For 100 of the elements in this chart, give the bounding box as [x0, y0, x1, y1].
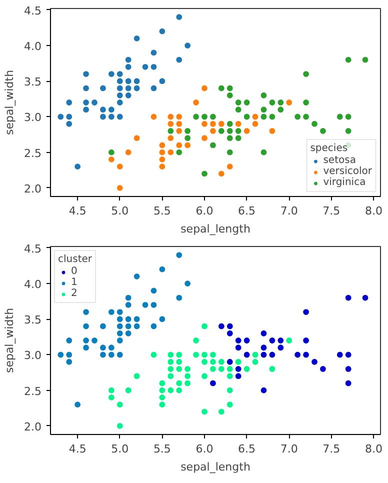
point [82, 308, 90, 316]
point [116, 336, 124, 344]
point [108, 156, 115, 164]
point [344, 127, 352, 135]
point [158, 78, 166, 85]
point [116, 351, 124, 358]
point [286, 336, 293, 344]
point [336, 351, 344, 358]
point [243, 127, 250, 135]
point [260, 344, 268, 352]
point [243, 336, 250, 344]
point [362, 56, 369, 64]
point [116, 308, 124, 316]
point [167, 372, 174, 380]
point [226, 372, 234, 380]
point [260, 386, 268, 394]
point [243, 113, 250, 120]
x-tick-label: 4.5 [68, 204, 86, 218]
point [82, 106, 90, 114]
point [268, 127, 276, 135]
point [116, 70, 124, 78]
point [99, 344, 107, 352]
point [124, 322, 132, 330]
x-axis-title: sepal_length [180, 222, 250, 236]
point [336, 113, 344, 120]
x-tick-label: 6.0 [196, 442, 214, 456]
y-tick-label: 3.5 [24, 76, 42, 89]
point [184, 134, 192, 142]
x-tick-label: 6.0 [196, 204, 214, 218]
point [302, 351, 310, 358]
point [116, 98, 124, 106]
point [218, 322, 225, 330]
point [176, 252, 183, 259]
point [200, 351, 208, 358]
legend-label: setosa [323, 155, 356, 166]
point [344, 294, 352, 302]
x-axis-title: sepal_length [180, 460, 250, 474]
point [158, 142, 166, 149]
point [133, 322, 140, 330]
y-tick-label: 4.5 [24, 4, 42, 18]
point [184, 127, 192, 135]
legend-title: cluster [58, 254, 92, 265]
point [344, 351, 352, 358]
point [124, 301, 132, 308]
point [310, 358, 318, 366]
point [99, 84, 107, 92]
point [167, 148, 174, 156]
point [218, 120, 225, 128]
point [116, 316, 124, 323]
point [200, 322, 208, 330]
point [150, 301, 158, 308]
point [200, 134, 208, 142]
point [108, 351, 115, 358]
point [90, 98, 98, 106]
point [176, 294, 183, 302]
legend-label: virginica [323, 177, 366, 188]
point [200, 408, 208, 416]
point [209, 120, 217, 128]
point [116, 113, 124, 120]
point [252, 113, 259, 120]
point [99, 351, 107, 358]
point [176, 351, 183, 358]
point [176, 127, 183, 135]
point [252, 351, 259, 358]
x-tick-label: 7.5 [322, 204, 340, 218]
x-tick-label: 7.0 [280, 204, 298, 218]
point [344, 56, 352, 64]
y-tick-label: 4.0 [24, 278, 42, 292]
y-tick-label: 3.0 [24, 111, 42, 124]
point [200, 372, 208, 380]
point [108, 386, 115, 394]
point [277, 106, 284, 114]
point [124, 148, 132, 156]
point [124, 84, 132, 92]
point [116, 92, 124, 99]
point [158, 386, 166, 394]
y-tick-label: 4.0 [24, 40, 42, 54]
point [226, 134, 234, 142]
point [66, 358, 73, 366]
point [226, 148, 234, 156]
point [116, 401, 124, 408]
point [66, 120, 73, 128]
point [150, 322, 158, 330]
point [209, 142, 217, 149]
point [124, 92, 132, 99]
point [158, 156, 166, 164]
legend-label: 0 [71, 266, 78, 277]
point [57, 351, 64, 358]
point [277, 344, 284, 352]
point [116, 422, 124, 430]
point [82, 84, 90, 92]
point [243, 98, 250, 106]
point [234, 98, 242, 106]
point [66, 98, 73, 106]
point [184, 42, 192, 50]
point [82, 98, 90, 106]
point [268, 336, 276, 344]
point [226, 401, 234, 408]
point [294, 113, 302, 120]
point [133, 316, 140, 323]
